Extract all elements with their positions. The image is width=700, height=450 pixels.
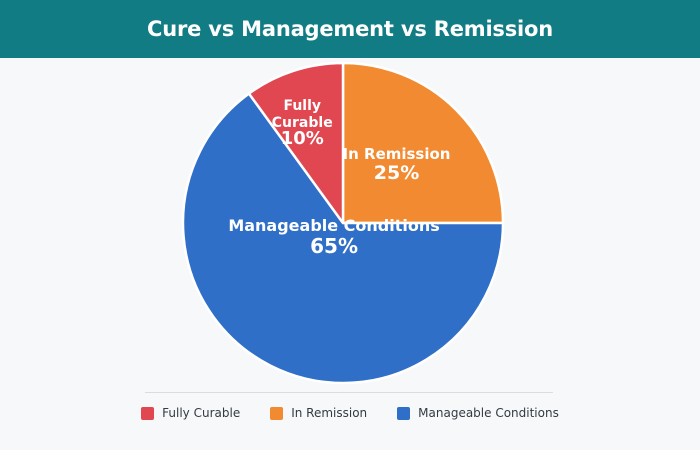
legend-label: Fully Curable bbox=[162, 406, 241, 420]
slice-category-label: Curable bbox=[272, 115, 333, 131]
legend-item-fully-curable: Fully Curable bbox=[141, 406, 240, 420]
slice-category-label: Fully bbox=[283, 98, 321, 114]
slice-value-label: 65% bbox=[310, 234, 358, 258]
slice-category-label: In Remission bbox=[343, 145, 451, 163]
legend-swatch bbox=[270, 406, 284, 420]
legend-swatch bbox=[397, 406, 411, 420]
pie-chart-area: In Remission 25% Manageable Conditions 65% F… bbox=[0, 58, 700, 450]
slice-manageable-conditions bbox=[181, 92, 505, 385]
chart-legend: Fully Curable In Remission Manageable Co… bbox=[0, 402, 700, 424]
slice-category-label: Manageable Conditions bbox=[228, 216, 439, 235]
legend-item-manageable-conditions: Manageable Conditions bbox=[397, 406, 559, 420]
chart-header: Cure vs Management vs Remission bbox=[0, 0, 700, 58]
chart-title: Cure vs Management vs Remission bbox=[146, 17, 554, 41]
slice-fully-curable bbox=[247, 61, 345, 225]
legend-label: Manageable Conditions bbox=[418, 406, 559, 420]
legend-label: In Remission bbox=[291, 406, 368, 420]
legend-swatch bbox=[141, 406, 155, 420]
slice-value-label: 10% bbox=[281, 128, 324, 149]
legend-item-in-remission: In Remission bbox=[270, 406, 367, 420]
slice-in-remission bbox=[341, 61, 505, 225]
legend-divider bbox=[145, 392, 553, 393]
slice-value-label: 25% bbox=[374, 162, 419, 184]
